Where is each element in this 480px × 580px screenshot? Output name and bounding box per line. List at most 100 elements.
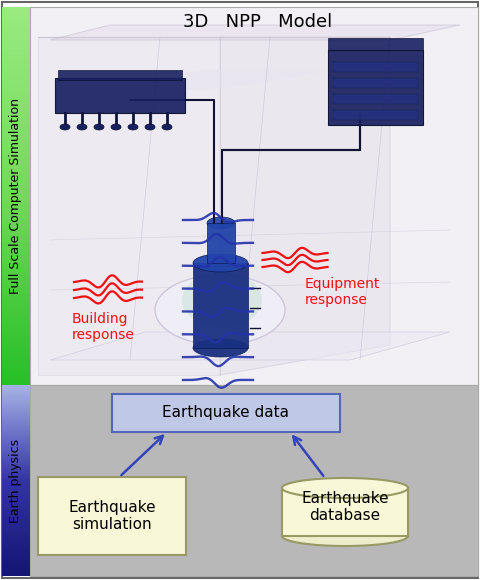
Bar <box>2 426 30 427</box>
Bar <box>333 110 418 120</box>
Bar <box>2 197 30 198</box>
Bar <box>2 533 30 534</box>
Bar <box>2 568 30 569</box>
Bar <box>2 16 30 17</box>
Bar <box>333 78 418 88</box>
Bar <box>2 522 30 523</box>
Bar <box>2 420 30 421</box>
Bar <box>2 145 30 146</box>
Bar <box>2 311 30 312</box>
Bar <box>2 324 30 325</box>
Bar <box>2 468 30 469</box>
Bar <box>2 43 30 44</box>
Bar <box>2 204 30 205</box>
Bar <box>2 422 30 423</box>
Bar <box>2 243 30 244</box>
Bar <box>2 13 30 14</box>
Bar <box>2 493 30 494</box>
Bar <box>2 129 30 130</box>
Bar <box>2 27 30 28</box>
Bar <box>2 413 30 414</box>
Bar <box>2 59 30 60</box>
Bar <box>2 465 30 466</box>
Bar <box>2 168 30 169</box>
Bar <box>2 557 30 558</box>
Bar <box>2 408 30 409</box>
Bar <box>2 386 30 387</box>
Bar <box>2 541 30 542</box>
Bar <box>2 205 30 206</box>
Bar <box>2 317 30 318</box>
Bar <box>2 284 30 285</box>
Bar <box>112 394 340 432</box>
Bar <box>2 514 30 515</box>
Bar <box>2 322 30 323</box>
Bar <box>2 78 30 79</box>
Bar <box>2 153 30 154</box>
Bar <box>2 195 30 196</box>
Bar <box>2 134 30 135</box>
Bar <box>2 99 30 100</box>
Bar <box>2 270 30 271</box>
Bar <box>2 135 30 136</box>
Bar <box>2 109 30 110</box>
Bar <box>2 215 30 216</box>
Bar <box>2 133 30 134</box>
Bar <box>2 141 30 142</box>
Bar <box>2 273 30 274</box>
Text: Earthquake
database: Earthquake database <box>301 491 389 523</box>
Bar <box>2 167 30 168</box>
Bar <box>2 265 30 266</box>
Bar <box>2 542 30 543</box>
Polygon shape <box>50 25 460 40</box>
Bar <box>2 500 30 501</box>
Bar <box>2 463 30 464</box>
Bar <box>2 425 30 426</box>
Bar <box>2 76 30 77</box>
Bar <box>2 110 30 111</box>
Bar <box>2 556 30 557</box>
Bar <box>2 288 30 289</box>
Bar <box>2 414 30 415</box>
Bar <box>2 437 30 438</box>
Bar <box>2 334 30 335</box>
Bar <box>2 101 30 102</box>
Bar <box>2 503 30 504</box>
Bar <box>2 124 30 125</box>
Bar <box>2 287 30 288</box>
Bar <box>2 407 30 408</box>
Bar <box>2 388 30 389</box>
Bar <box>2 166 30 167</box>
Bar <box>2 563 30 564</box>
Bar <box>2 520 30 521</box>
Bar <box>2 285 30 286</box>
Bar <box>2 66 30 67</box>
Bar <box>2 156 30 157</box>
Bar <box>2 251 30 252</box>
Bar <box>2 114 30 115</box>
Bar <box>2 466 30 467</box>
Bar <box>2 234 30 235</box>
Ellipse shape <box>155 275 285 345</box>
Bar <box>2 219 30 220</box>
Bar <box>328 50 423 125</box>
Bar <box>2 359 30 360</box>
Bar <box>2 48 30 49</box>
Bar <box>2 516 30 517</box>
Bar <box>2 258 30 259</box>
Bar <box>2 506 30 507</box>
Bar <box>2 73 30 74</box>
Bar <box>2 252 30 253</box>
Ellipse shape <box>182 273 262 328</box>
Bar <box>2 457 30 458</box>
Bar <box>2 357 30 358</box>
Ellipse shape <box>193 254 248 272</box>
Bar <box>2 151 30 152</box>
Bar <box>2 485 30 486</box>
Bar <box>2 428 30 429</box>
Ellipse shape <box>145 124 155 130</box>
Bar <box>2 391 30 392</box>
Bar <box>2 406 30 407</box>
Bar <box>2 262 30 263</box>
Bar <box>2 39 30 40</box>
